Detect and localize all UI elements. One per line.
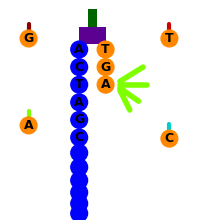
Circle shape xyxy=(71,145,88,161)
Circle shape xyxy=(71,94,88,111)
Text: G: G xyxy=(74,113,84,126)
Text: A: A xyxy=(74,43,84,56)
Text: A: A xyxy=(74,96,84,109)
Circle shape xyxy=(71,112,88,128)
Circle shape xyxy=(71,205,88,220)
Circle shape xyxy=(97,41,114,58)
Circle shape xyxy=(161,30,178,47)
Circle shape xyxy=(71,195,88,212)
Text: G: G xyxy=(101,61,111,74)
Text: C: C xyxy=(165,132,174,145)
Circle shape xyxy=(20,30,37,47)
Text: C: C xyxy=(75,131,84,144)
Text: A: A xyxy=(101,78,110,91)
Circle shape xyxy=(71,129,88,146)
Bar xyxy=(88,9,97,28)
Circle shape xyxy=(71,76,88,93)
Text: C: C xyxy=(75,61,84,74)
Circle shape xyxy=(161,130,178,147)
Circle shape xyxy=(71,172,88,189)
Circle shape xyxy=(71,184,88,201)
Text: G: G xyxy=(24,32,34,45)
Text: T: T xyxy=(165,32,174,45)
Circle shape xyxy=(71,41,88,58)
Bar xyxy=(79,28,106,44)
Text: T: T xyxy=(75,78,84,91)
Circle shape xyxy=(71,59,88,75)
Circle shape xyxy=(97,76,114,93)
Circle shape xyxy=(97,59,114,75)
Circle shape xyxy=(71,159,88,176)
Circle shape xyxy=(20,117,37,134)
Text: A: A xyxy=(24,119,33,132)
Text: T: T xyxy=(101,43,110,56)
